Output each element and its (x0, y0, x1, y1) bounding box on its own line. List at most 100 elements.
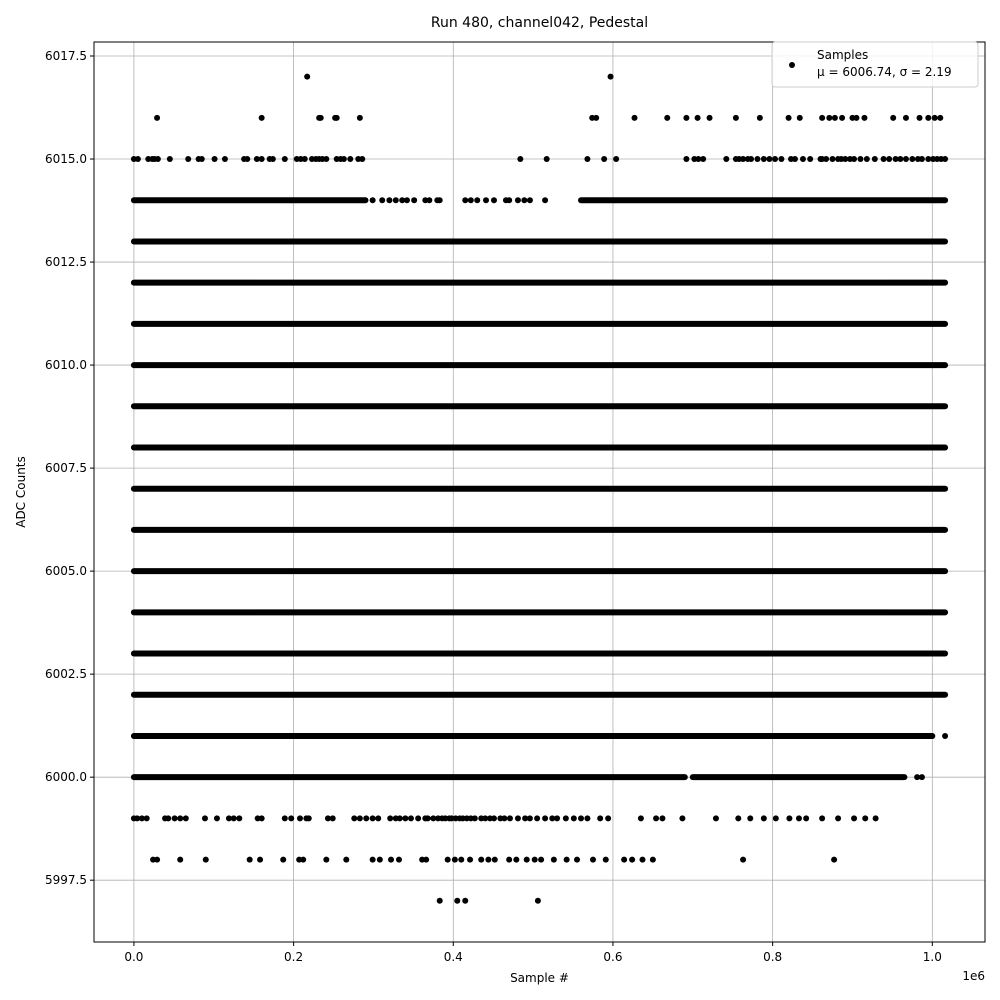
sample-point (356, 815, 363, 822)
sample-point (760, 156, 767, 163)
sample-point (430, 815, 437, 822)
sample-point (679, 815, 686, 822)
x-tick-label: 0.2 (284, 950, 303, 964)
sample-point (593, 114, 600, 121)
sample-point (786, 815, 793, 822)
y-tick-label: 6012.5 (45, 255, 87, 269)
sample-point (166, 156, 173, 163)
sample-point (543, 156, 550, 163)
y-tick-label: 6015.0 (45, 152, 87, 166)
sample-point (683, 156, 690, 163)
sample-point (916, 114, 923, 121)
sample-point (369, 197, 376, 204)
sample-point (831, 856, 838, 863)
sample-point (246, 856, 253, 863)
sample-point (514, 815, 521, 822)
grid (94, 42, 985, 942)
sample-point (756, 114, 763, 121)
sample-point (281, 156, 288, 163)
sample-point (501, 815, 508, 822)
sample-point (134, 815, 141, 822)
sample-point (454, 897, 461, 904)
y-axis-label: ADC Counts (14, 456, 28, 528)
y-tick-label: 6017.5 (45, 49, 87, 63)
sample-point (359, 156, 366, 163)
sample-point (857, 156, 864, 163)
sample-point (288, 815, 295, 822)
sample-point (831, 114, 838, 121)
sample-point (807, 156, 814, 163)
sample-point (785, 114, 792, 121)
sample-point (379, 197, 386, 204)
dense-sample-band (130, 568, 949, 575)
sample-point (343, 856, 350, 863)
sample-point (754, 156, 761, 163)
dense-sample-band (689, 774, 908, 781)
sample-point (165, 815, 172, 822)
sample-point (723, 156, 730, 163)
sample-point (462, 197, 469, 204)
dense-sample-band (130, 774, 688, 781)
sample-point (925, 114, 932, 121)
sample-point (471, 815, 478, 822)
x-tick-label: 1.0 (923, 950, 942, 964)
dense-sample-band (130, 650, 949, 657)
sample-point (526, 197, 533, 204)
sample-point (931, 114, 938, 121)
legend: Samples μ = 6006.74, σ = 2.19 (771, 41, 979, 88)
sample-point (819, 815, 826, 822)
legend-stats: μ = 6006.74, σ = 2.19 (817, 65, 952, 79)
sample-point (483, 197, 490, 204)
sample-point (925, 156, 932, 163)
sample-point (639, 856, 646, 863)
sample-point (444, 856, 451, 863)
sample-point (506, 856, 513, 863)
sample-point (517, 156, 524, 163)
sample-point (523, 856, 530, 863)
sample-point (803, 815, 810, 822)
sample-point (842, 156, 849, 163)
sample-point (388, 856, 394, 863)
sample-point (886, 156, 893, 163)
sample-point (631, 114, 638, 121)
sample-point (182, 815, 189, 822)
sample-point (323, 856, 330, 863)
sample-point (407, 815, 414, 822)
sample-point (376, 856, 383, 863)
sample-point (826, 114, 833, 121)
y-tick-label: 6000.0 (45, 770, 87, 784)
sample-point (386, 197, 393, 204)
sample-point (269, 156, 276, 163)
sample-point (323, 156, 330, 163)
sample-point (451, 856, 458, 863)
sample-point (201, 815, 208, 822)
dense-sample-band (130, 609, 949, 616)
sample-point (300, 856, 307, 863)
sample-point (296, 815, 303, 822)
sample-point (637, 815, 644, 822)
sample-point (198, 156, 205, 163)
sample-point (732, 114, 739, 121)
sample-point (584, 156, 591, 163)
sample-point (423, 856, 430, 863)
sample-point (772, 156, 779, 163)
legend-marker (789, 62, 795, 68)
sample-point (918, 774, 925, 781)
sample-point (629, 856, 636, 863)
sample-point (177, 815, 184, 822)
sample-point (694, 114, 701, 121)
sample-point (766, 156, 773, 163)
sample-point (735, 815, 742, 822)
sample-point (324, 815, 331, 822)
sample-point (356, 114, 363, 121)
sample-point (862, 815, 869, 822)
sample-point (258, 815, 265, 822)
x-axis-offset-label: 1e6 (962, 969, 985, 983)
sample-point (589, 856, 596, 863)
sample-point (872, 815, 879, 822)
sample-point (363, 815, 370, 822)
sample-point (467, 856, 474, 863)
sample-point (534, 897, 541, 904)
sample-point (799, 156, 806, 163)
sample-point (578, 815, 585, 822)
